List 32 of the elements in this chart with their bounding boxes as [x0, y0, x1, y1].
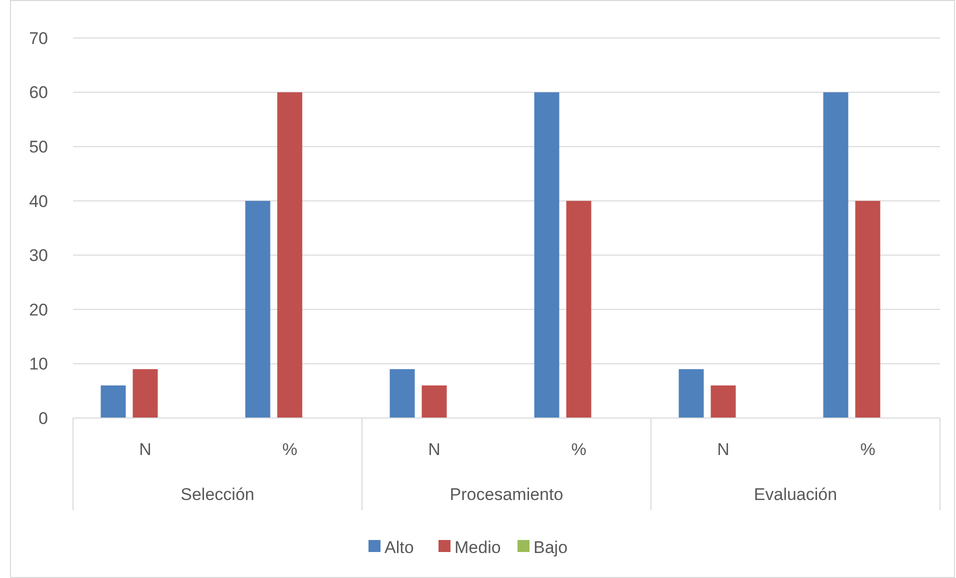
y-tick-label: 10 — [29, 354, 48, 374]
x-tick-label: N — [717, 440, 730, 459]
y-tick-label: 60 — [29, 83, 48, 102]
y-tick-label: 20 — [29, 300, 48, 320]
bar — [534, 92, 560, 418]
bar — [678, 369, 704, 418]
x-tick-label: % — [860, 440, 876, 459]
text: Evaluación — [754, 485, 838, 504]
y-tick-label: 30 — [29, 246, 48, 266]
bar — [390, 369, 415, 418]
bar — [422, 385, 447, 418]
x-tick-label: N — [139, 440, 152, 459]
y-tick-label: 70 — [29, 28, 48, 48]
bar — [245, 200, 270, 418]
legend-label: Alto — [384, 538, 414, 557]
legend-label: Bajo — [534, 538, 568, 557]
text: Selección — [180, 485, 254, 504]
bar — [132, 369, 158, 418]
x-tick-label: % — [571, 440, 586, 459]
bar — [823, 92, 848, 418]
bar — [566, 200, 592, 418]
x-tick-label: % — [282, 440, 298, 459]
bar — [100, 385, 126, 418]
legend-label: Medio — [454, 538, 501, 557]
bar — [277, 92, 302, 418]
y-tick-label: 0 — [38, 408, 48, 428]
y-tick-label: 50 — [29, 138, 48, 157]
x-tick-label: N — [428, 440, 440, 459]
y-tick-label: 40 — [29, 192, 48, 211]
bar — [710, 385, 736, 418]
text: Procesamiento — [450, 485, 564, 504]
bar — [855, 200, 880, 418]
